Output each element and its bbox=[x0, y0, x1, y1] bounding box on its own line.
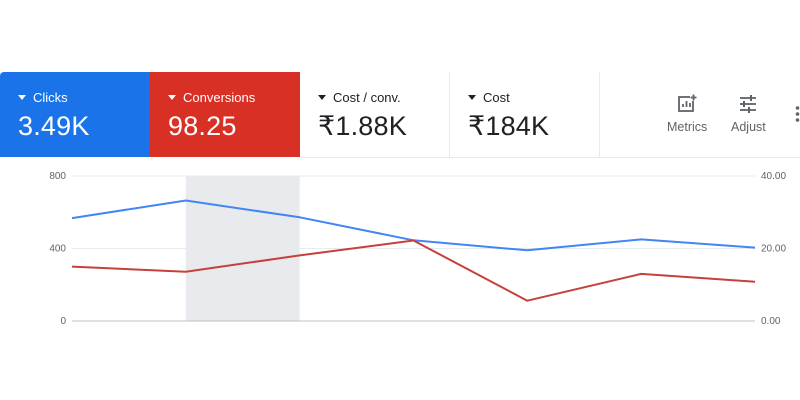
cards-divider bbox=[300, 157, 800, 158]
caret-down-icon bbox=[168, 95, 176, 100]
metric-value-conversions: 98.25 bbox=[168, 111, 237, 141]
metric-value-cost: ₹184K bbox=[468, 111, 550, 141]
add-chart-icon bbox=[678, 94, 698, 112]
right-axis-tick-label: 40.00 bbox=[761, 171, 786, 182]
performance-chart: 800 400 0 40.00 20.00 0.00 bbox=[49, 171, 786, 327]
metric-card-conversions[interactable]: Conversions 98.25 bbox=[150, 72, 300, 157]
metrics-button[interactable]: Metrics bbox=[667, 94, 707, 134]
right-axis-tick-label: 0.00 bbox=[761, 316, 781, 327]
series-line-clicks bbox=[71, 199, 756, 252]
performance-widget: 800 400 0 40.00 20.00 0.00 Clicks 3.49K Conve… bbox=[0, 72, 800, 330]
metrics-button-label: Metrics bbox=[667, 120, 708, 134]
left-axis-tick-label: 400 bbox=[49, 244, 66, 255]
metric-label-cost-per-conversion: Cost / conv. bbox=[333, 90, 401, 105]
metric-label-cost: Cost bbox=[483, 90, 510, 105]
series-line-conversions bbox=[71, 239, 756, 302]
right-axis-tick-label: 20.00 bbox=[761, 244, 786, 255]
left-axis-tick-label: 800 bbox=[49, 171, 66, 182]
metric-value-cost-per-conversion: ₹1.88K bbox=[318, 111, 407, 141]
caret-down-icon bbox=[18, 95, 26, 100]
sliders-icon bbox=[740, 95, 757, 113]
adjust-button-label: Adjust bbox=[731, 120, 766, 134]
adjust-button[interactable]: Adjust bbox=[731, 94, 766, 134]
metric-value-clicks: 3.49K bbox=[18, 111, 90, 141]
metric-card-cost[interactable]: Cost ₹184K bbox=[450, 72, 600, 157]
more-vert-icon[interactable] bbox=[795, 106, 800, 122]
caret-down-icon bbox=[318, 95, 326, 100]
metric-label-clicks: Clicks bbox=[33, 90, 68, 105]
left-axis-tick-label: 0 bbox=[60, 316, 66, 327]
metric-card-clicks[interactable]: Clicks 3.49K bbox=[0, 72, 150, 157]
metric-label-conversions: Conversions bbox=[183, 90, 256, 105]
caret-down-icon bbox=[468, 95, 476, 100]
metric-card-cost-per-conversion[interactable]: Cost / conv. ₹1.88K bbox=[300, 72, 450, 157]
